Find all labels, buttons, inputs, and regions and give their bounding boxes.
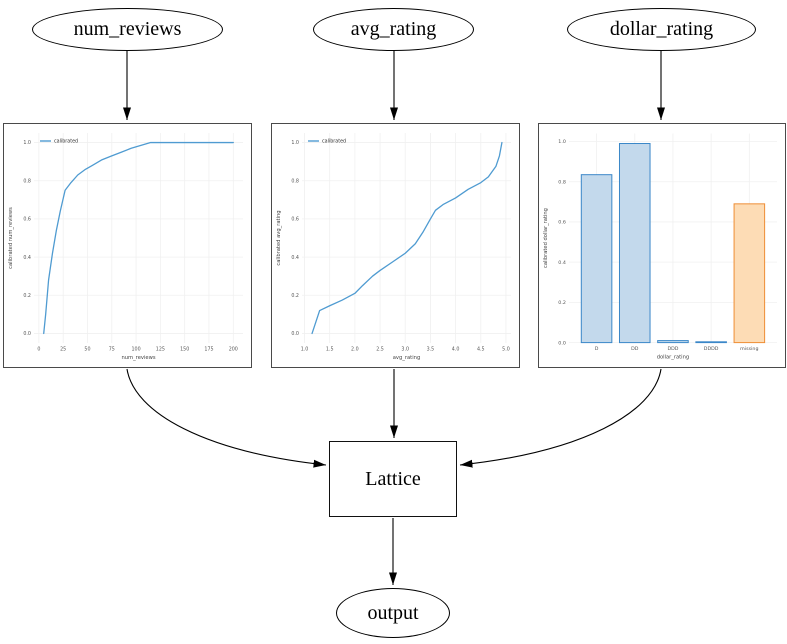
node-dollar-rating-label: dollar_rating <box>609 18 714 40</box>
svg-text:avg_rating: avg_rating <box>393 355 421 361</box>
calibrator-chart-num-reviews: 0 25 50 75 100 125 150 175 200 0.0 0.2 0.4 0.6 0.8 1.0… <box>3 123 252 368</box>
svg-text:1.0: 1.0 <box>558 139 566 145</box>
node-num-reviews: num_reviews <box>32 8 223 51</box>
node-output-label: output <box>367 601 419 624</box>
svg-text:calibrated dollar_rating: calibrated dollar_rating <box>543 208 549 268</box>
svg-text:D: D <box>595 346 599 352</box>
node-lattice: Lattice <box>329 441 457 517</box>
edge-calibrator1-to-lattice <box>126 368 327 468</box>
svg-text:0.2: 0.2 <box>558 300 566 306</box>
svg-text:100: 100 <box>131 347 140 353</box>
svg-text:4.5: 4.5 <box>477 347 485 353</box>
svg-text:25: 25 <box>60 347 66 353</box>
svg-text:0.0: 0.0 <box>291 331 299 337</box>
svg-text:0.8: 0.8 <box>291 178 299 184</box>
svg-text:calibrated: calibrated <box>322 139 346 145</box>
edge-calibrator3-to-lattice <box>459 368 662 468</box>
svg-text:175: 175 <box>204 347 213 353</box>
svg-text:1.0: 1.0 <box>301 347 309 353</box>
svg-text:200: 200 <box>229 347 238 353</box>
svg-text:0.6: 0.6 <box>558 220 566 226</box>
svg-text:75: 75 <box>109 347 115 353</box>
svg-text:missing: missing <box>740 346 758 352</box>
svg-text:0.6: 0.6 <box>291 217 299 223</box>
svg-text:0.4: 0.4 <box>291 255 299 261</box>
svg-text:0.0: 0.0 <box>23 331 31 337</box>
svg-text:2.5: 2.5 <box>376 347 384 353</box>
svg-text:2.0: 2.0 <box>351 347 359 353</box>
svg-text:0.4: 0.4 <box>23 255 31 261</box>
svg-text:5.0: 5.0 <box>502 347 510 353</box>
node-output: output <box>336 588 450 638</box>
node-avg-rating-label: avg_rating <box>350 18 437 40</box>
svg-text:0.0: 0.0 <box>558 340 566 346</box>
avg-rating-calibration-plot: 1.0 1.5 2.0 2.5 3.0 3.5 4.0 4.5 5.0 0.0 0.2 0.4 0.6 0… <box>276 133 511 361</box>
svg-text:150: 150 <box>180 347 189 353</box>
node-num-reviews-label: num_reviews <box>73 18 182 40</box>
node-dollar-rating: dollar_rating <box>567 8 756 51</box>
calibrator-chart-avg-rating: 1.0 1.5 2.0 2.5 3.0 3.5 4.0 4.5 5.0 0.0 0.2 0.4 0.6 0… <box>271 123 520 368</box>
svg-text:0.8: 0.8 <box>23 178 31 184</box>
dollar-rating-calibration-plot: D DD DDD DDDD missing0.00.20.40.60.81.0dolla… <box>543 133 778 361</box>
svg-text:DDD: DDD <box>667 346 678 352</box>
node-lattice-label: Lattice <box>365 467 421 490</box>
svg-text:0.6: 0.6 <box>23 217 31 223</box>
svg-text:0.8: 0.8 <box>558 179 566 185</box>
svg-text:125: 125 <box>156 347 165 353</box>
calibrator-chart-dollar-rating: D DD DDD DDDD missing 0.0 0.2 0.4 0.6 0.8 1.0 dolla… <box>538 123 786 368</box>
svg-text:dollar_rating: dollar_rating <box>657 355 689 361</box>
svg-text:1.0: 1.0 <box>23 140 31 146</box>
svg-text:0.2: 0.2 <box>23 293 31 299</box>
svg-text:0.2: 0.2 <box>291 293 299 299</box>
svg-text:0.4: 0.4 <box>558 260 566 266</box>
node-avg-rating: avg_rating <box>313 8 474 51</box>
svg-text:DDDD: DDDD <box>704 346 719 352</box>
svg-text:1.5: 1.5 <box>326 347 334 353</box>
svg-text:calibrated num_reviews: calibrated num_reviews <box>8 207 14 269</box>
svg-text:3.0: 3.0 <box>401 347 409 353</box>
svg-text:1.0: 1.0 <box>291 140 299 146</box>
svg-text:3.5: 3.5 <box>427 347 435 353</box>
svg-text:50: 50 <box>84 347 90 353</box>
num-reviews-calibration-plot: 0 25 50 75 100 125 150 175 200 0.0 0.2 0.4 0.6 0.8 1.0… <box>8 133 243 361</box>
svg-text:DD: DD <box>631 346 639 352</box>
svg-text:calibrated avg_rating: calibrated avg_rating <box>276 210 282 265</box>
svg-text:calibrated: calibrated <box>54 139 78 145</box>
svg-text:4.0: 4.0 <box>452 347 460 353</box>
svg-text:num_reviews: num_reviews <box>121 355 155 361</box>
svg-text:0: 0 <box>37 347 40 353</box>
